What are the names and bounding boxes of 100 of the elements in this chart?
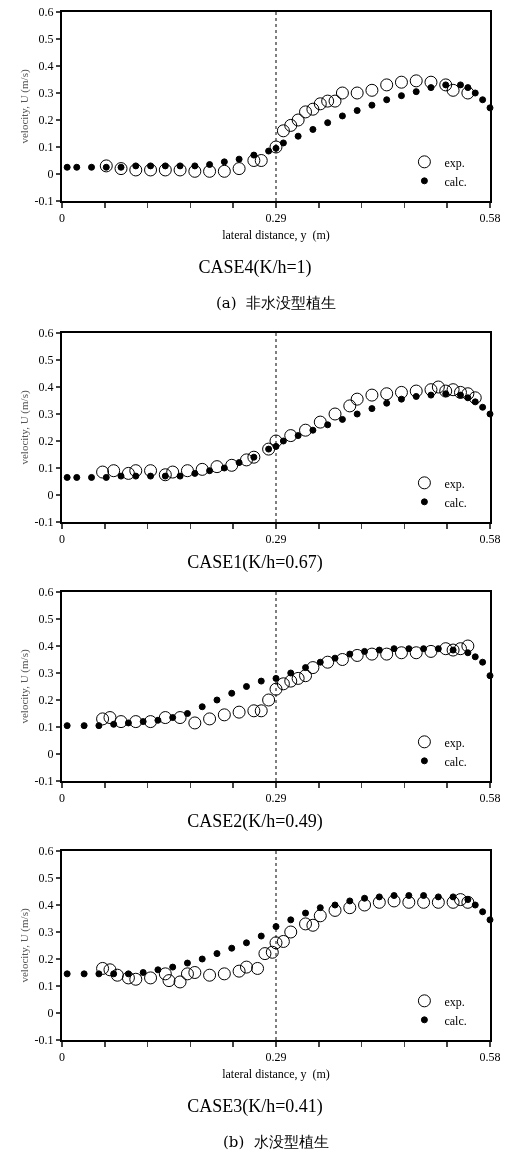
x-tick-label: 0.58 xyxy=(479,1050,501,1065)
x-tick-label: 0.58 xyxy=(479,791,501,806)
point xyxy=(299,669,313,683)
point xyxy=(206,161,214,169)
point xyxy=(103,963,117,977)
x-axis-title: lateral distance, y (m) xyxy=(222,1066,330,1081)
point xyxy=(144,715,158,729)
point xyxy=(324,421,332,429)
point xyxy=(144,464,158,478)
point xyxy=(431,895,445,909)
point xyxy=(350,392,364,406)
point xyxy=(313,97,327,111)
point xyxy=(316,658,324,666)
point xyxy=(287,669,295,677)
point xyxy=(158,468,172,482)
point xyxy=(417,895,431,909)
point xyxy=(380,78,394,92)
point xyxy=(427,84,435,92)
point xyxy=(121,971,135,985)
text: (a) 非水没型植生 xyxy=(216,294,337,312)
point xyxy=(166,465,180,479)
point xyxy=(350,86,364,100)
point xyxy=(420,892,428,900)
y-tick-label: 0.3 xyxy=(38,925,54,940)
point xyxy=(409,646,423,660)
point xyxy=(284,925,298,939)
point xyxy=(439,384,453,398)
y-tick-label: 0.3 xyxy=(38,666,54,681)
point xyxy=(335,653,349,666)
point xyxy=(63,722,71,730)
y-tick-label: 0.2 xyxy=(38,434,54,449)
point xyxy=(394,646,408,660)
point xyxy=(471,89,479,97)
point xyxy=(203,164,217,178)
point xyxy=(95,722,103,730)
point xyxy=(294,432,302,440)
point xyxy=(139,969,147,976)
point xyxy=(114,162,128,176)
point xyxy=(338,415,346,423)
x-tick-label: 0.29 xyxy=(265,532,287,547)
point xyxy=(272,442,280,450)
point xyxy=(96,465,110,479)
y-tick-label: -0.1 xyxy=(34,774,54,789)
point xyxy=(213,696,221,704)
point xyxy=(479,96,487,104)
point xyxy=(365,83,379,97)
point xyxy=(302,909,310,917)
point xyxy=(431,380,445,394)
legend-label: exp. xyxy=(444,735,465,750)
point xyxy=(338,112,346,120)
y-tick-label: 0.6 xyxy=(38,585,54,600)
point xyxy=(183,959,191,967)
point xyxy=(250,151,258,159)
point xyxy=(158,711,172,725)
y-tick-label: 0 xyxy=(47,488,54,503)
point xyxy=(309,125,317,133)
point xyxy=(173,975,187,989)
point xyxy=(434,645,442,653)
point xyxy=(129,972,143,986)
point xyxy=(375,893,383,901)
y-tick-label: 0.5 xyxy=(38,871,54,886)
point xyxy=(88,163,96,171)
point xyxy=(299,105,313,119)
y-tick-label: 0.1 xyxy=(38,720,54,735)
y-tick-label: 0.1 xyxy=(38,979,54,994)
point xyxy=(299,917,313,931)
point xyxy=(265,945,279,959)
point xyxy=(353,410,361,418)
point xyxy=(203,712,217,726)
point xyxy=(73,163,81,171)
point xyxy=(210,460,224,474)
y-tick-label: 0 xyxy=(47,747,54,762)
point xyxy=(353,107,361,115)
point xyxy=(173,711,187,725)
point xyxy=(328,903,342,917)
point xyxy=(158,967,172,981)
point xyxy=(217,967,231,981)
point xyxy=(368,405,376,413)
point xyxy=(424,383,438,397)
point xyxy=(299,423,313,437)
point xyxy=(464,649,472,657)
point xyxy=(102,473,110,481)
y-tick-label: 0.3 xyxy=(38,86,54,101)
point xyxy=(328,94,342,108)
point xyxy=(129,464,143,478)
y-tick-label: 0.3 xyxy=(38,407,54,422)
point xyxy=(394,75,408,89)
point xyxy=(176,472,184,480)
point xyxy=(232,162,246,176)
point xyxy=(479,658,487,666)
y-tick-label: 0.4 xyxy=(38,639,54,654)
y-tick-label: 0.1 xyxy=(38,461,54,476)
point xyxy=(279,139,287,147)
point xyxy=(80,970,88,978)
y-axis-title: velocity, U (m/s) xyxy=(17,390,31,465)
point xyxy=(420,645,428,653)
point xyxy=(180,464,194,478)
point xyxy=(80,722,88,730)
x-tick-label: 0.29 xyxy=(265,211,287,226)
x-tick-label: 0 xyxy=(59,791,65,806)
